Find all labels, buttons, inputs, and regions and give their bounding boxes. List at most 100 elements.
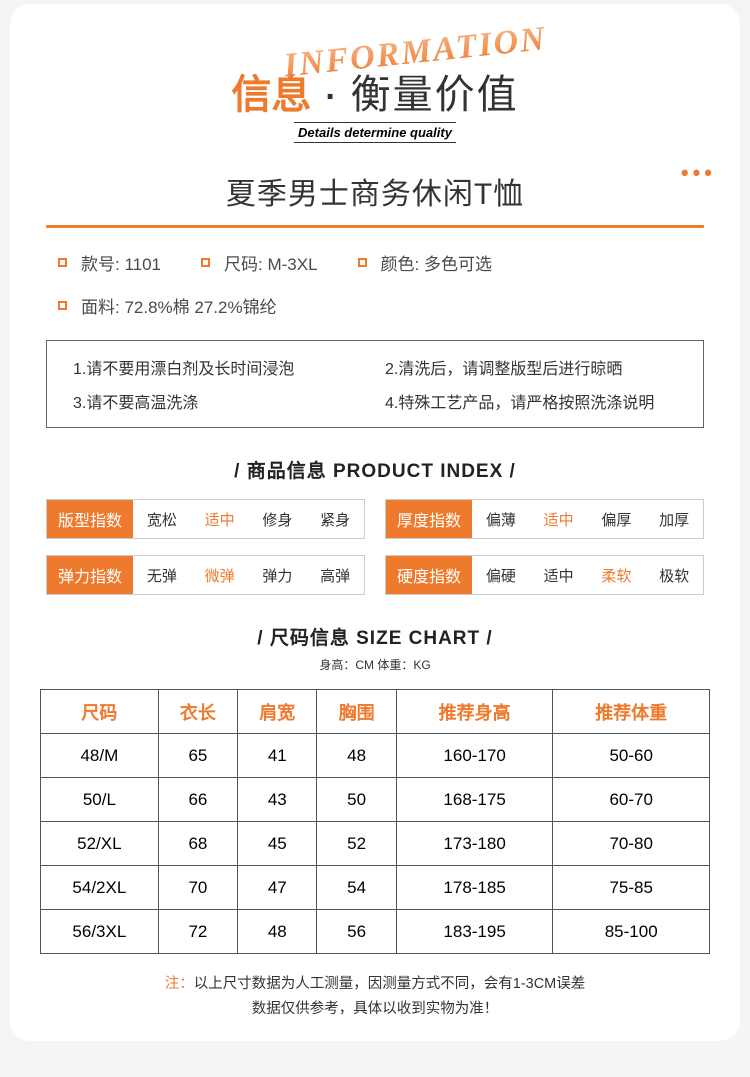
table-cell: 52 (317, 822, 396, 866)
table-cell: 70-80 (553, 822, 710, 866)
table-cell: 54/2XL (41, 866, 159, 910)
note: 注：以上尺寸数据为人工测量，因测量方式不同，会有1-3CM误差 数据仅供参考，具… (40, 972, 710, 1021)
index-row: 厚度指数偏薄适中偏厚加厚 (385, 499, 704, 539)
care-item: 4.特殊工艺产品，请严格按照洗涤说明 (385, 389, 677, 413)
table-cell: 56 (317, 910, 396, 954)
bullet-icon (58, 301, 67, 310)
index-option: 偏硬 (472, 556, 530, 594)
product-title: 夏季男士商务休闲T恤 (40, 169, 710, 213)
table-header: 推荐身高 (396, 690, 553, 734)
index-grid: 版型指数宽松适中修身紧身厚度指数偏薄适中偏厚加厚弹力指数无弹微弹弹力高弹硬度指数… (46, 499, 704, 595)
index-option: 无弹 (133, 556, 191, 594)
table-cell: 45 (238, 822, 317, 866)
spec-item: 面料: 72.8%棉 27.2%锦纶 (58, 293, 277, 318)
spec-list: 款号: 1101 尺码: M-3XL 颜色: 多色可选 面料: 72.8%棉 2… (40, 250, 710, 340)
index-option: 适中 (530, 556, 588, 594)
note-line2: 数据仅供参考，具体以收到实物为准！ (252, 1001, 499, 1017)
table-cell: 65 (158, 734, 237, 778)
index-row: 版型指数宽松适中修身紧身 (46, 499, 365, 539)
table-cell: 48/M (41, 734, 159, 778)
table-cell: 72 (158, 910, 237, 954)
bullet-icon (358, 258, 367, 267)
table-cell: 173-180 (396, 822, 553, 866)
spec-text: 颜色: 多色可选 (381, 250, 492, 275)
spec-text: 尺码: M-3XL (224, 250, 318, 275)
table-cell: 43 (238, 778, 317, 822)
table-cell: 54 (317, 866, 396, 910)
index-options: 宽松适中修身紧身 (133, 500, 364, 538)
table-cell: 56/3XL (41, 910, 159, 954)
section-size-title: / 尺码信息 SIZE CHART / (40, 623, 710, 650)
table-head-row: 尺码衣长肩宽胸围推荐身高推荐体重 (41, 690, 710, 734)
note-prefix: 注： (165, 976, 194, 992)
index-row: 硬度指数偏硬适中柔软极软 (385, 555, 704, 595)
table-cell: 68 (158, 822, 237, 866)
table-cell: 66 (158, 778, 237, 822)
index-option: 弹力 (249, 556, 307, 594)
table-cell: 48 (238, 910, 317, 954)
index-options: 偏硬适中柔软极软 (472, 556, 703, 594)
table-cell: 50-60 (553, 734, 710, 778)
title-dot: · (325, 78, 336, 117)
table-row: 56/3XL724856183-19585-100 (41, 910, 710, 954)
table-row: 50/L664350168-17560-70 (41, 778, 710, 822)
table-cell: 85-100 (553, 910, 710, 954)
spec-item: 颜色: 多色可选 (358, 250, 492, 275)
index-label: 硬度指数 (386, 556, 472, 594)
index-option: 修身 (249, 500, 307, 538)
table-cell: 41 (238, 734, 317, 778)
care-item: 1.请不要用漂白剂及长时间浸泡 (73, 355, 365, 379)
bullet-icon (58, 258, 67, 267)
index-option: 柔软 (588, 556, 646, 594)
table-row: 54/2XL704754178-18575-85 (41, 866, 710, 910)
divider (46, 225, 704, 228)
table-cell: 168-175 (396, 778, 553, 822)
table-cell: 183-195 (396, 910, 553, 954)
table-cell: 48 (317, 734, 396, 778)
spec-item: 尺码: M-3XL (201, 250, 318, 275)
spec-text: 款号: 1101 (81, 250, 161, 275)
table-cell: 178-185 (396, 866, 553, 910)
table-row: 48/M654148160-17050-60 (41, 734, 710, 778)
table-cell: 60-70 (553, 778, 710, 822)
care-item: 3.请不要高温洗涤 (73, 389, 365, 413)
index-options: 偏薄适中偏厚加厚 (472, 500, 703, 538)
index-label: 弹力指数 (47, 556, 133, 594)
note-line1: 以上尺寸数据为人工测量，因测量方式不同，会有1-3CM误差 (194, 976, 586, 992)
index-option: 适中 (191, 500, 249, 538)
table-header: 尺码 (41, 690, 159, 734)
size-table: 尺码衣长肩宽胸围推荐身高推荐体重 48/M654148160-17050-605… (40, 689, 710, 954)
table-cell: 50 (317, 778, 396, 822)
dots-icon: ••• (681, 160, 716, 186)
care-item: 2.清洗后，请调整版型后进行晾晒 (385, 355, 677, 379)
info-card: INFORMATION 信息 · 衡量价值 Details determine … (10, 4, 740, 1041)
index-option: 适中 (530, 500, 588, 538)
table-header: 肩宽 (238, 690, 317, 734)
table-header: 推荐体重 (553, 690, 710, 734)
index-option: 偏厚 (588, 500, 646, 538)
index-option: 偏薄 (472, 500, 530, 538)
subtitle-en: Details determine quality (294, 122, 456, 143)
index-option: 高弹 (306, 556, 364, 594)
care-box: 1.请不要用漂白剂及长时间浸泡 2.清洗后，请调整版型后进行晾晒 3.请不要高温… (46, 340, 704, 428)
section-index-title: / 商品信息 PRODUCT INDEX / (40, 456, 710, 483)
table-header: 胸围 (317, 690, 396, 734)
spec-text: 面料: 72.8%棉 27.2%锦纶 (81, 293, 277, 318)
index-option: 宽松 (133, 500, 191, 538)
size-subtitle: 身高：CM 体重：KG (40, 656, 710, 673)
table-cell: 160-170 (396, 734, 553, 778)
table-cell: 50/L (41, 778, 159, 822)
table-cell: 52/XL (41, 822, 159, 866)
table-row: 52/XL684552173-18070-80 (41, 822, 710, 866)
index-label: 厚度指数 (386, 500, 472, 538)
table-cell: 70 (158, 866, 237, 910)
header: INFORMATION 信息 · 衡量价值 Details determine … (40, 32, 710, 143)
index-option: 紧身 (306, 500, 364, 538)
index-options: 无弹微弹弹力高弹 (133, 556, 364, 594)
index-option: 微弹 (191, 556, 249, 594)
table-cell: 75-85 (553, 866, 710, 910)
bullet-icon (201, 258, 210, 267)
spec-item: 款号: 1101 (58, 250, 161, 275)
table-cell: 47 (238, 866, 317, 910)
table-header: 衣长 (158, 690, 237, 734)
